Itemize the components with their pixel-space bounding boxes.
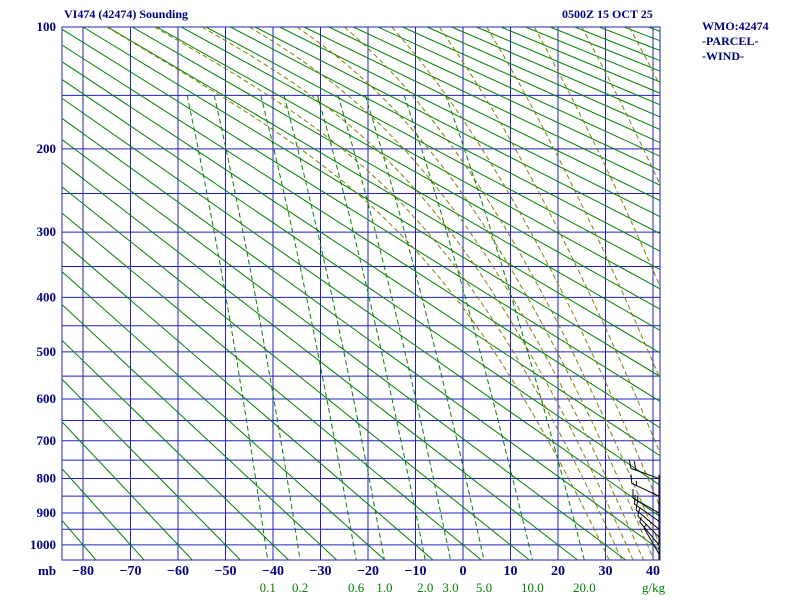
moist-adiabats (106, 27, 660, 560)
svg-text:10: 10 (504, 564, 518, 579)
svg-text:500: 500 (37, 344, 57, 359)
svg-text:1000: 1000 (30, 537, 56, 552)
svg-text:800: 800 (37, 471, 57, 486)
svg-text:0.6: 0.6 (348, 580, 365, 595)
svg-text:−60: −60 (167, 564, 189, 579)
parcel-label: -PARCEL- (702, 34, 759, 48)
mixing-ratio-labels: 0.1 0.2 0.6 1.0 2.0 3.0 5.0 10.0 20.0 g/kg (260, 580, 666, 595)
svg-text:2.0: 2.0 (417, 580, 433, 595)
mixing-ratio-lines (186, 95, 585, 560)
chart-legend: WMO:42474 -PARCEL- -WIND- (702, 19, 769, 64)
svg-text:200: 200 (37, 141, 57, 156)
svg-text:−50: −50 (215, 564, 237, 579)
svg-text:−80: −80 (72, 564, 94, 579)
svg-text:−40: −40 (262, 564, 284, 579)
chart-title: VI474 (42474) Sounding (64, 7, 189, 21)
svg-text:1.0: 1.0 (376, 580, 392, 595)
svg-text:900: 900 (37, 505, 57, 520)
svg-text:0.2: 0.2 (292, 580, 308, 595)
svg-text:700: 700 (37, 433, 57, 448)
svg-text:0: 0 (460, 564, 467, 579)
wind-label: -WIND- (702, 49, 744, 63)
svg-text:20: 20 (551, 564, 565, 579)
svg-text:30: 30 (599, 564, 613, 579)
svg-text:−20: −20 (357, 564, 379, 579)
svg-text:400: 400 (37, 289, 57, 304)
svg-text:mb: mb (38, 563, 56, 578)
svg-text:20.0: 20.0 (573, 580, 596, 595)
svg-text:40: 40 (646, 564, 660, 579)
svg-text:0.1: 0.1 (260, 580, 276, 595)
svg-text:10.0: 10.0 (521, 580, 544, 595)
svg-text:100: 100 (37, 19, 57, 34)
dry-adiabats (62, 27, 660, 560)
svg-text:g/kg: g/kg (642, 580, 666, 595)
pressure-temperature-grid (61, 26, 661, 561)
chart-datetime: 0500Z 15 OCT 25 (562, 7, 653, 21)
wmo-label: WMO:42474 (702, 19, 769, 33)
svg-text:5.0: 5.0 (476, 580, 492, 595)
wind-barbs (628, 459, 660, 560)
svg-text:−70: −70 (120, 564, 142, 579)
svg-text:600: 600 (37, 391, 57, 406)
svg-text:−30: −30 (310, 564, 332, 579)
svg-text:3.0: 3.0 (442, 580, 458, 595)
svg-text:−10: −10 (405, 564, 427, 579)
svg-text:300: 300 (37, 224, 57, 239)
